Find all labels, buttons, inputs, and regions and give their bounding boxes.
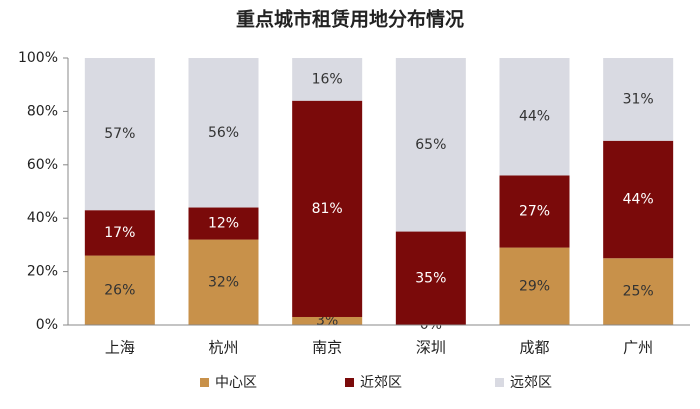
- data-label: 57%: [104, 126, 135, 142]
- legend-label: 远郊区: [510, 374, 552, 391]
- bar-segment: [499, 58, 570, 176]
- bar-segment: [292, 316, 363, 325]
- data-label: 16%: [312, 71, 343, 87]
- legend-swatch: [495, 378, 504, 387]
- data-label: 56%: [208, 125, 239, 141]
- bar-segment: [84, 210, 155, 256]
- data-label: 44%: [519, 109, 550, 125]
- bar-segment: [84, 255, 155, 325]
- data-label: 29%: [519, 278, 550, 294]
- bar-segment: [395, 231, 466, 325]
- data-label: 27%: [519, 204, 550, 220]
- y-tick-label: 40%: [27, 210, 58, 226]
- data-label: 12%: [208, 216, 239, 232]
- bar-segment: [188, 58, 259, 208]
- y-tick-label: 60%: [27, 157, 58, 173]
- bar-segment: [499, 247, 570, 325]
- x-tick-label: 成都: [519, 339, 549, 357]
- y-tick-label: 80%: [27, 103, 58, 119]
- bar-segment: [188, 239, 259, 325]
- x-tick-label: 广州: [623, 339, 653, 357]
- data-label: 44%: [623, 192, 654, 208]
- data-label: 32%: [208, 274, 239, 290]
- y-tick-label: 0%: [36, 317, 58, 333]
- legend-swatch: [345, 378, 354, 387]
- x-tick-label: 上海: [105, 339, 135, 357]
- legend-label: 近郊区: [360, 374, 402, 391]
- x-tick-label: 杭州: [208, 339, 238, 357]
- chart-title: 重点城市租赁用地分布情况: [236, 8, 464, 31]
- data-label: 31%: [623, 91, 654, 107]
- y-tick-label: 100%: [18, 50, 58, 66]
- data-label: 26%: [104, 282, 135, 298]
- bar-segment: [395, 58, 466, 232]
- bar-segment: [499, 175, 570, 248]
- y-tick-label: 20%: [27, 264, 58, 280]
- bar-segment: [603, 258, 674, 325]
- data-label: 17%: [104, 225, 135, 241]
- bar-segment: [84, 58, 155, 211]
- data-label: 65%: [415, 137, 446, 153]
- data-label: 35%: [415, 270, 446, 286]
- bar-segment: [292, 100, 363, 317]
- bar-segment: [603, 140, 674, 259]
- x-tick-label: 南京: [312, 339, 342, 357]
- bar-segment: [188, 207, 259, 240]
- legend-label: 中心区: [215, 375, 257, 391]
- bar-segment: [292, 58, 363, 101]
- x-tick-label: 深圳: [416, 339, 446, 357]
- bar-segment: [603, 58, 674, 141]
- data-label: 25%: [623, 284, 654, 300]
- legend-swatch: [200, 378, 209, 387]
- data-label: 81%: [312, 201, 343, 217]
